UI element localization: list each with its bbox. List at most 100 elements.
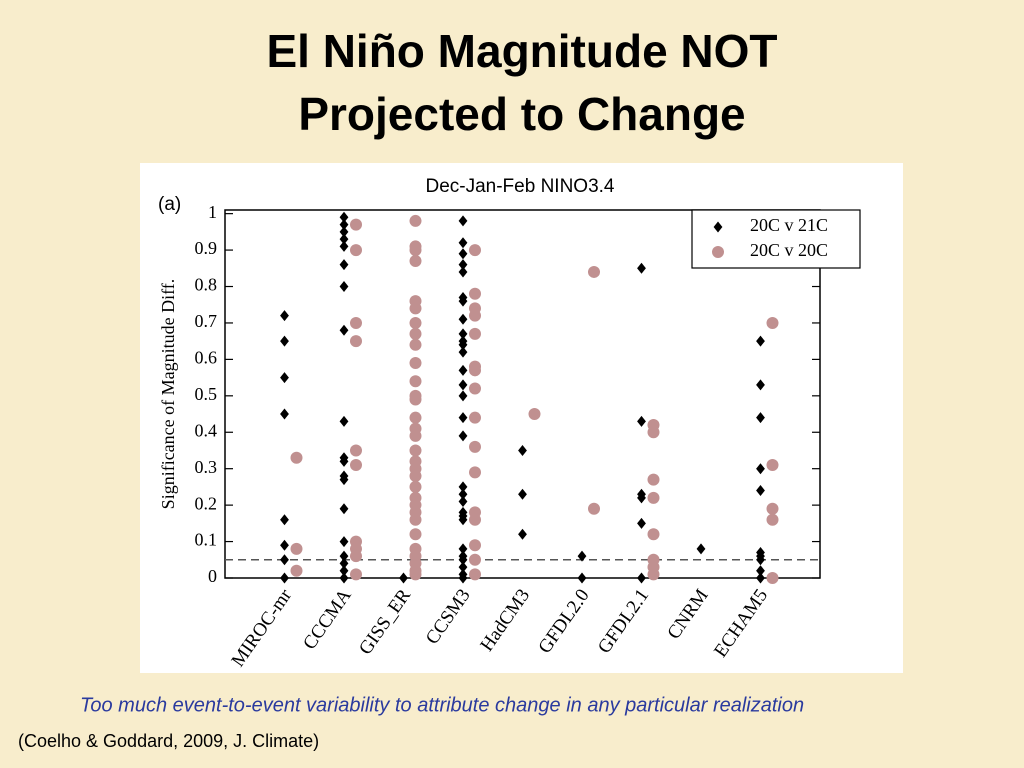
circle-point <box>350 444 362 457</box>
diamond-point <box>458 313 468 325</box>
circle-point <box>469 568 481 581</box>
diamond-point <box>458 412 468 424</box>
circle-point <box>409 393 422 406</box>
circle-point <box>647 473 660 486</box>
y-tick-label: 0.5 <box>195 384 218 404</box>
diamond-point <box>577 550 587 562</box>
diamond-point <box>339 259 349 271</box>
diamond-point <box>458 295 468 307</box>
circle-point <box>766 502 779 515</box>
y-tick-label: 1 <box>208 202 217 222</box>
diamond-point <box>339 226 349 238</box>
diamond-point <box>458 488 468 500</box>
circle-point <box>409 375 422 388</box>
diamond-point <box>339 455 349 467</box>
diamond-point <box>637 572 646 584</box>
diamond-point <box>339 324 349 336</box>
diamond-point <box>518 488 527 500</box>
circle-point <box>766 459 779 472</box>
diamond-point <box>339 281 349 293</box>
diamond-point <box>339 233 349 245</box>
circle-point <box>469 309 481 322</box>
circle-point <box>290 451 303 464</box>
diamond-point <box>756 565 765 577</box>
y-tick-label: 0.1 <box>195 530 218 550</box>
circle-point <box>409 429 422 442</box>
circle-point <box>766 572 779 584</box>
circle-point <box>469 327 481 340</box>
diamond-point <box>280 408 289 420</box>
citation: (Coelho & Goddard, 2009, J. Climate) <box>18 731 319 751</box>
diamond-point <box>280 554 289 566</box>
circle-point <box>647 491 660 504</box>
diamond-point <box>339 565 349 577</box>
circle-point <box>350 550 362 563</box>
circle-point <box>469 287 481 300</box>
circle-point <box>647 568 660 581</box>
diamond-point <box>458 259 468 271</box>
legend-box <box>691 209 861 269</box>
diamond-point <box>756 412 765 424</box>
circle-point <box>528 408 541 421</box>
diamond-point <box>458 237 468 249</box>
diamond-point <box>696 543 706 555</box>
diamond-point <box>518 528 527 540</box>
diamond-point <box>637 492 646 504</box>
diamond-point <box>756 335 765 347</box>
diamond-point <box>756 485 765 497</box>
diamond-point <box>458 430 468 442</box>
diamond-point <box>280 335 289 347</box>
circle-point <box>469 364 481 377</box>
circle-point <box>647 528 660 541</box>
plot-frame <box>224 209 821 579</box>
slide-title: Projected to Change <box>298 88 745 140</box>
diamond-point <box>458 328 468 340</box>
diamond-point <box>280 514 289 526</box>
circle-point <box>409 469 422 482</box>
circle-point <box>409 357 422 370</box>
diamond-point <box>756 463 765 475</box>
diamond-point <box>637 517 646 529</box>
circle-point <box>588 265 600 278</box>
legend-label: 20C v 21C <box>750 215 828 235</box>
circle-point <box>350 244 362 257</box>
diamond-point <box>339 415 349 427</box>
slide-title: El Niño Magnitude NOT <box>266 25 777 77</box>
y-tick-label: 0.6 <box>195 348 218 368</box>
circle-point <box>350 335 362 348</box>
circle-point <box>409 513 422 526</box>
circle-point <box>409 568 422 581</box>
circle-point <box>290 564 303 577</box>
circle-point <box>409 316 422 329</box>
diamond-point <box>280 539 289 551</box>
circle-point <box>350 218 362 231</box>
circle-point <box>469 513 481 526</box>
circle-point <box>766 513 779 526</box>
diamond-point <box>458 514 468 526</box>
y-tick-label: 0.9 <box>195 238 218 258</box>
circle-point <box>350 568 362 581</box>
y-axis-label: Significance of Magnitude Diff. <box>158 279 178 510</box>
diamond-point <box>756 554 765 566</box>
circle-point <box>350 459 362 472</box>
diamond-point <box>458 543 468 555</box>
panel-label: (a) <box>158 194 181 215</box>
diamond-point <box>713 221 723 233</box>
diamond-point <box>518 444 527 456</box>
legend-label: 20C v 20C <box>750 240 828 260</box>
circle-point <box>409 528 422 541</box>
diamond-point <box>458 364 468 376</box>
circle-point <box>469 411 481 424</box>
diamond-point <box>637 262 646 274</box>
caption: Too much event-to-event variability to a… <box>80 694 804 716</box>
circle-point <box>712 246 724 258</box>
circle-point <box>588 502 600 515</box>
diamond-point <box>280 310 289 322</box>
circle-point <box>409 444 422 457</box>
diamond-point <box>458 215 468 227</box>
diamond-point <box>458 554 468 566</box>
diamond-point <box>339 240 349 252</box>
circle-point <box>350 316 362 329</box>
diamond-point <box>458 248 468 260</box>
